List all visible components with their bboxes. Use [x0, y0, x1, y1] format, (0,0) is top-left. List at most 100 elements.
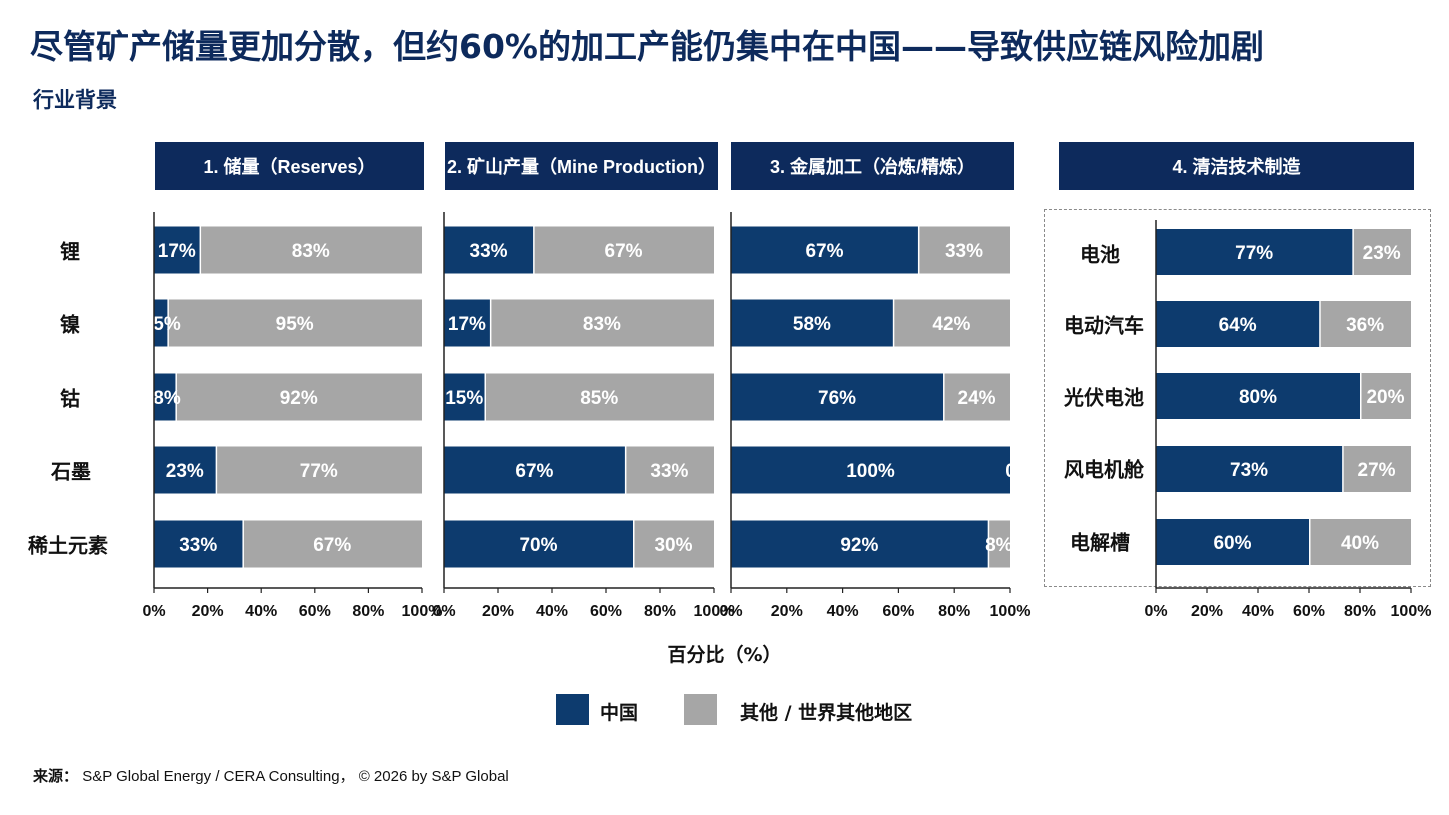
bar-other-p1-r4: [217, 446, 422, 494]
bar-china-p1-r1: [154, 226, 200, 274]
bar-label-other-p4-r4: 27%: [1358, 460, 1396, 481]
bar-china-p4-r3: [1156, 373, 1360, 419]
source-prefix: 来源：: [33, 767, 79, 785]
bar-label-china-p1-r5: 33%: [179, 535, 217, 556]
source-text: S&P Global Energy / CERA Consulting， © 2…: [82, 768, 509, 785]
bar-label-other-p3-r5: 8%: [985, 535, 1013, 556]
legend-swatch-other: [684, 694, 717, 725]
row-label-pv-cell: 光伏电池: [1064, 385, 1144, 410]
bar-label-china-p4-r4: 73%: [1230, 460, 1268, 481]
bar-label-other-p2-r1: 67%: [605, 241, 643, 262]
bar-other-p3-r5: [989, 520, 1010, 568]
x-axis-label: 百分比（%）: [667, 644, 782, 666]
x-tick-label-p2-5: 100%: [694, 603, 735, 620]
x-tick-label-p1-0: 0%: [142, 603, 165, 620]
x-tick-label-p3-5: 100%: [990, 603, 1031, 620]
x-tick-label-p4-4: 80%: [1344, 603, 1376, 620]
panel-header-metal-processing: 3. 金属加工（冶炼/精炼）: [731, 142, 1014, 190]
source-note: 来源： S&P Global Energy / CERA Consulting，…: [33, 765, 509, 786]
bar-china-p2-r5: [444, 520, 633, 568]
bar-label-china-p4-r3: 80%: [1239, 387, 1277, 408]
bar-label-other-p3-r1: 33%: [945, 241, 983, 262]
bar-label-other-p2-r2: 83%: [583, 314, 621, 335]
x-tick-label-p2-3: 60%: [590, 603, 622, 620]
x-tick-label-p1-1: 20%: [192, 603, 224, 620]
bar-other-p2-r3: [486, 373, 714, 421]
legend-label-china: 中国: [600, 702, 639, 724]
bar-label-other-p1-r4: 77%: [300, 461, 338, 482]
legend-label-other: 其他 / 世界其他地区: [740, 702, 913, 724]
bar-china-p1-r5: [154, 520, 243, 568]
bar-label-china-p1-r1: 17%: [158, 241, 196, 262]
bar-label-china-p3-r5: 92%: [840, 535, 878, 556]
bar-label-china-p3-r1: 67%: [805, 241, 843, 262]
x-tick-label-p2-0: 0%: [432, 603, 455, 620]
row-label-ev: 电动汽车: [1064, 313, 1144, 338]
bar-other-p1-r3: [176, 373, 422, 421]
bar-label-other-p4-r3: 20%: [1366, 387, 1404, 408]
bar-other-p2-r4: [626, 446, 714, 494]
bar-china-p4-r2: [1156, 301, 1320, 347]
bar-label-china-p4-r2: 64%: [1219, 315, 1257, 336]
x-tick-label-p4-2: 40%: [1242, 603, 1274, 620]
row-label-nickel: 镍: [60, 312, 80, 337]
bar-other-p3-r3: [944, 373, 1010, 421]
bar-label-china-p3-r3: 76%: [818, 388, 856, 409]
bar-other-p4-r4: [1343, 446, 1411, 492]
bar-label-other-p2-r4: 33%: [650, 461, 688, 482]
bar-other-p3-r1: [919, 226, 1010, 274]
bar-label-other-p3-r3: 24%: [958, 388, 996, 409]
bar-label-china-p1-r3: 8%: [153, 388, 181, 409]
bar-label-china-p2-r4: 67%: [515, 461, 553, 482]
panel-header-mine-production: 2. 矿山产量（Mine Production）: [445, 142, 718, 190]
legend: 中国 其他 / 世界其他地区: [0, 694, 1449, 726]
x-tick-label-p3-0: 0%: [719, 603, 742, 620]
legend-swatch-china: [556, 694, 589, 725]
panel-header-cleantech: 4. 清洁技术制造: [1059, 142, 1414, 190]
bar-china-p3-r4: [731, 446, 1010, 494]
x-tick-label-p1-5: 100%: [402, 603, 443, 620]
bar-label-other-p1-r5: 67%: [313, 535, 351, 556]
bar-china-p3-r2: [731, 299, 893, 347]
x-tick-label-p2-1: 20%: [482, 603, 514, 620]
bar-label-china-p2-r1: 33%: [470, 241, 508, 262]
bar-china-p4-r1: [1156, 229, 1353, 275]
x-tick-label-p1-2: 40%: [245, 603, 277, 620]
bar-label-other-p1-r1: 83%: [292, 241, 330, 262]
bar-label-china-p3-r2: 58%: [793, 314, 831, 335]
panel-header-reserves: 1. 储量（Reserves）: [155, 142, 424, 190]
x-tick-label-p1-3: 60%: [299, 603, 331, 620]
bar-other-p4-r2: [1320, 301, 1411, 347]
bar-label-other-p4-r1: 23%: [1363, 243, 1401, 264]
bar-china-p1-r4: [154, 446, 216, 494]
x-tick-label-p3-3: 60%: [882, 603, 914, 620]
bar-label-china-p1-r4: 23%: [166, 461, 204, 482]
bar-other-p2-r2: [491, 299, 714, 347]
bar-label-other-p2-r3: 85%: [580, 388, 618, 409]
bar-china-p2-r1: [444, 226, 534, 274]
bar-label-other-p2-r5: 30%: [654, 535, 692, 556]
bar-china-p4-r5: [1156, 519, 1309, 565]
bar-label-other-p3-r2: 42%: [932, 314, 970, 335]
bar-label-other-p4-r2: 36%: [1346, 315, 1384, 336]
bar-other-p3-r2: [894, 299, 1010, 347]
row-label-electrolyzer: 电解槽: [1070, 530, 1130, 555]
bar-china-p2-r3: [444, 373, 485, 421]
x-tick-label-p4-5: 100%: [1391, 603, 1432, 620]
row-label-wind-nacelle: 风电机舱: [1064, 457, 1144, 482]
x-tick-label-p2-4: 80%: [644, 603, 676, 620]
bar-other-p2-r5: [634, 520, 714, 568]
x-tick-label-p2-2: 40%: [536, 603, 568, 620]
bar-label-china-p2-r5: 70%: [519, 535, 557, 556]
row-label-graphite: 石墨: [51, 459, 91, 484]
bar-label-china-p2-r2: 17%: [448, 314, 486, 335]
bar-label-china-p1-r2: 5%: [153, 314, 181, 335]
x-tick-label-p4-1: 20%: [1191, 603, 1223, 620]
page-subtitle: 行业背景: [33, 88, 117, 112]
bar-label-other-p3-r4: 0%: [1005, 461, 1033, 482]
bar-china-p3-r3: [731, 373, 944, 421]
bar-china-p4-r4: [1156, 446, 1343, 492]
bar-other-p4-r1: [1353, 229, 1411, 275]
x-tick-label-p4-0: 0%: [1144, 603, 1167, 620]
